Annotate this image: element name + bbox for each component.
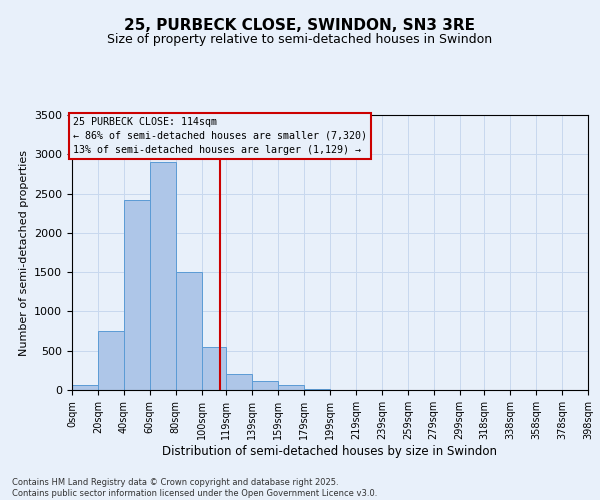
Bar: [304, 389, 330, 390]
Text: Size of property relative to semi-detached houses in Swindon: Size of property relative to semi-detach…: [107, 32, 493, 46]
Text: 25 PURBECK CLOSE: 114sqm
← 86% of semi-detached houses are smaller (7,320)
13% o: 25 PURBECK CLOSE: 114sqm ← 86% of semi-d…: [73, 116, 367, 154]
Bar: [252, 382, 278, 390]
Bar: [176, 272, 202, 390]
Bar: [226, 374, 252, 390]
Bar: [150, 162, 176, 390]
X-axis label: Distribution of semi-detached houses by size in Swindon: Distribution of semi-detached houses by …: [163, 444, 497, 458]
Bar: [98, 331, 124, 390]
Text: 25, PURBECK CLOSE, SWINDON, SN3 3RE: 25, PURBECK CLOSE, SWINDON, SN3 3RE: [125, 18, 476, 32]
Text: Contains HM Land Registry data © Crown copyright and database right 2025.
Contai: Contains HM Land Registry data © Crown c…: [12, 478, 377, 498]
Bar: [124, 200, 150, 390]
Bar: [278, 386, 304, 390]
Bar: [202, 347, 226, 390]
Bar: [72, 384, 98, 390]
Y-axis label: Number of semi-detached properties: Number of semi-detached properties: [19, 150, 29, 356]
